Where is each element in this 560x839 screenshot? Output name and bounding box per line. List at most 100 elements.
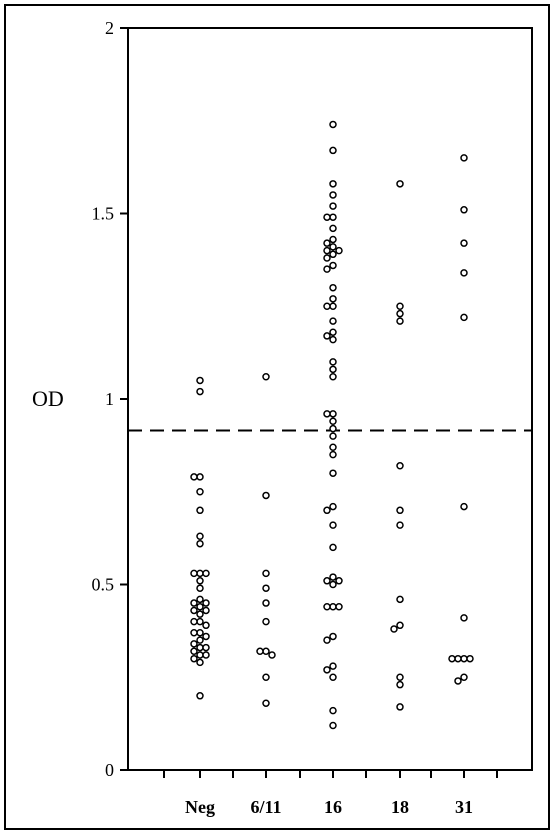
data-point xyxy=(196,603,204,611)
data-point xyxy=(323,265,331,273)
data-point xyxy=(190,640,198,648)
data-point xyxy=(396,521,404,529)
data-point xyxy=(196,658,204,667)
data-point xyxy=(202,632,210,641)
data-point xyxy=(329,302,337,310)
data-point xyxy=(329,365,337,374)
y-axis-title: OD xyxy=(32,386,64,411)
data-point xyxy=(460,673,468,681)
data-point xyxy=(329,243,337,251)
data-point xyxy=(202,643,210,652)
data-point xyxy=(460,313,468,322)
data-point xyxy=(335,603,343,611)
data-point xyxy=(262,584,270,592)
data-point xyxy=(196,539,204,548)
data-point xyxy=(329,502,337,511)
data-point xyxy=(466,654,474,663)
data-point xyxy=(329,224,337,233)
data-point xyxy=(329,283,337,292)
data-point xyxy=(396,595,404,604)
y-tick-label: 0 xyxy=(105,760,114,780)
data-point xyxy=(323,636,331,644)
data-point xyxy=(329,235,337,244)
data-point xyxy=(329,317,337,325)
data-point xyxy=(196,584,204,592)
data-point xyxy=(396,180,404,188)
data-point xyxy=(460,206,468,214)
data-point xyxy=(196,692,204,700)
y-tick-label: 1.5 xyxy=(92,204,115,224)
data-point xyxy=(196,610,204,618)
data-point xyxy=(396,506,404,515)
chart-frame xyxy=(4,4,550,830)
data-point xyxy=(329,202,337,210)
data-point xyxy=(329,120,337,129)
data-point xyxy=(196,643,204,652)
data-point xyxy=(196,488,204,496)
data-point xyxy=(262,673,270,681)
data-point xyxy=(196,506,204,515)
data-point xyxy=(323,603,331,611)
data-point xyxy=(329,424,337,433)
data-point xyxy=(190,654,198,663)
data-point xyxy=(460,269,468,277)
data-point xyxy=(329,443,337,451)
data-point xyxy=(190,628,198,637)
data-point xyxy=(329,662,337,670)
data-point xyxy=(460,239,468,247)
data-point xyxy=(329,603,337,611)
data-point xyxy=(323,254,331,262)
data-point xyxy=(190,473,198,481)
data-point xyxy=(190,647,198,656)
data-point xyxy=(329,358,337,366)
data-point xyxy=(329,372,337,381)
data-point xyxy=(262,599,270,607)
data-point xyxy=(323,666,331,674)
data-point xyxy=(335,246,343,255)
data-point xyxy=(202,569,210,578)
data-point xyxy=(196,636,204,644)
data-point xyxy=(329,543,337,552)
data-point xyxy=(190,569,198,578)
data-point xyxy=(196,387,204,396)
x-category-label: 6/11 xyxy=(250,797,281,817)
data-point xyxy=(329,295,337,303)
data-point xyxy=(396,673,404,681)
data-point xyxy=(196,651,204,659)
data-point xyxy=(396,703,404,711)
data-point xyxy=(335,577,343,585)
data-point xyxy=(202,621,210,630)
data-point xyxy=(329,706,337,715)
data-point xyxy=(329,632,337,641)
data-point xyxy=(329,417,337,426)
data-point xyxy=(262,491,270,500)
x-category-label: 18 xyxy=(391,797,409,817)
data-point xyxy=(460,614,468,622)
data-point xyxy=(196,569,204,578)
data-point xyxy=(396,309,404,318)
data-point xyxy=(329,191,337,199)
data-point xyxy=(454,654,462,663)
data-point xyxy=(329,250,337,259)
data-point xyxy=(329,410,337,418)
data-point xyxy=(202,606,210,615)
data-point xyxy=(329,673,337,681)
data-point xyxy=(190,606,198,615)
data-point xyxy=(190,617,198,626)
data-point xyxy=(396,462,404,470)
data-point xyxy=(329,450,337,459)
data-point xyxy=(396,680,404,689)
data-point xyxy=(329,328,337,336)
data-point xyxy=(196,617,204,626)
data-point xyxy=(323,332,331,340)
data-point xyxy=(454,677,462,685)
data-point xyxy=(329,580,337,589)
data-point xyxy=(262,647,270,656)
data-point xyxy=(323,410,331,418)
data-point xyxy=(323,246,331,255)
y-tick-label: 2 xyxy=(105,18,114,38)
x-axis-ticks: Neg 6/11 16 18 31 xyxy=(163,770,498,817)
data-point xyxy=(323,577,331,585)
data-point xyxy=(390,625,398,633)
